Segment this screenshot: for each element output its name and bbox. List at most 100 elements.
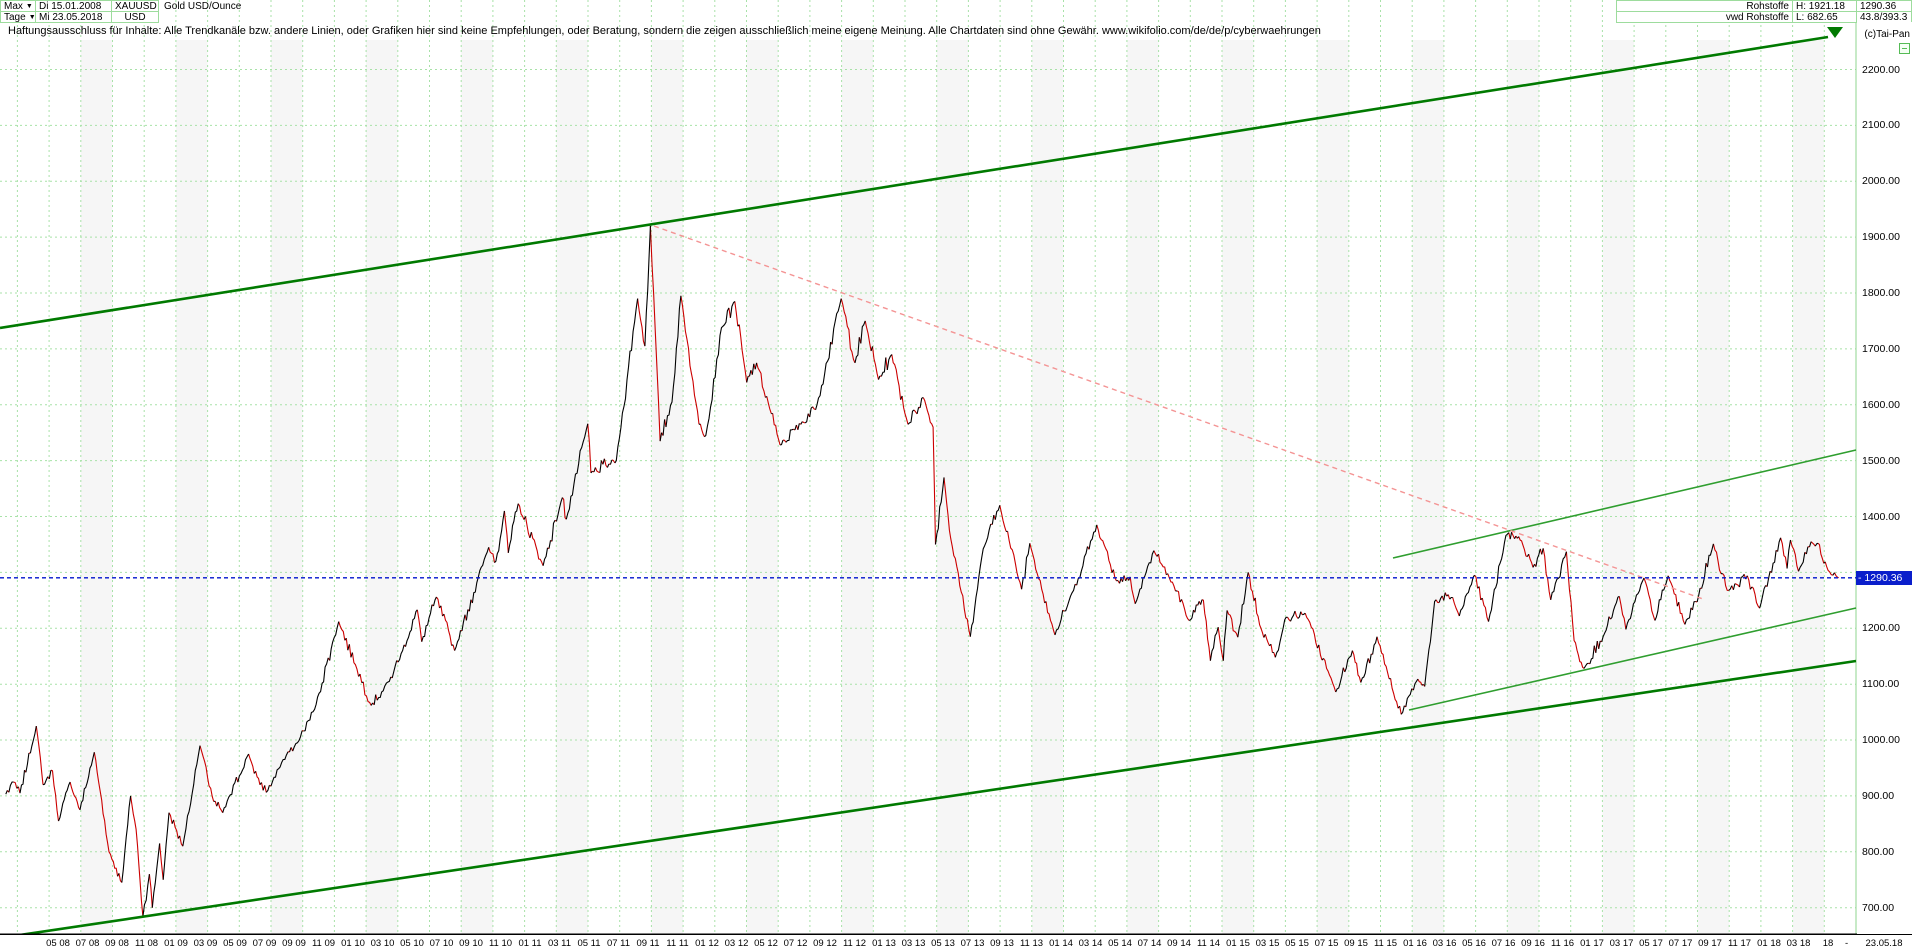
trendline-secondary-channel-lower[interactable] (1408, 607, 1857, 711)
y-axis-label: 1200.00 (1862, 622, 1900, 635)
x-axis-label: 11 17 (1727, 938, 1752, 949)
trendline-arrow-icon (1827, 27, 1843, 38)
x-axis-label: 07 15 (1314, 938, 1339, 949)
x-axis-label: 05 15 (1285, 938, 1309, 949)
y-axis-label: 1400.00 (1862, 510, 1900, 523)
x-axis-separator: - (1845, 938, 1849, 949)
time-axis-strip[interactable] (0, 935, 1912, 952)
x-axis-label: 07 16 (1491, 938, 1516, 949)
x-axis-label: 18 (1822, 938, 1834, 949)
date-to-field[interactable]: Mi 23.05.2018 (35, 11, 112, 23)
x-axis-label: 09 13 (990, 938, 1014, 949)
x-axis-end-date: 23.05.18 (1865, 938, 1903, 949)
symbol-value: XAUUSD (115, 1, 157, 12)
x-axis-label: 05 11 (577, 938, 601, 949)
x-axis-label: 11 09 (311, 938, 336, 949)
currency-field: USD (111, 11, 159, 23)
x-axis-label: 03 10 (370, 938, 395, 949)
copyright-label: (c)Tai-Pan (1864, 29, 1910, 40)
x-axis-label: 09 14 (1167, 938, 1191, 949)
x-axis-label: 09 16 (1521, 938, 1545, 949)
y-axis-label: 1700.00 (1862, 342, 1900, 355)
x-axis-label: 03 17 (1609, 938, 1634, 949)
trendline-primary-channel-lower[interactable] (0, 659, 1857, 940)
x-axis-label: 07 10 (429, 938, 454, 949)
x-axis-label: 09 12 (813, 938, 837, 949)
y-axis-label: 2000.00 (1862, 175, 1900, 188)
x-axis-label: 07 13 (960, 938, 985, 949)
y-axis-label: 2200.00 (1862, 63, 1900, 76)
last-price-value: 1290.36 (1860, 1, 1897, 12)
x-axis-label: 01 17 (1580, 938, 1604, 949)
x-axis-label: 05 08 (46, 938, 70, 949)
range-dropdown-label: Max (4, 1, 23, 12)
y-axis-label: 1600.00 (1862, 398, 1900, 411)
price-line-up-segments (5, 225, 1835, 917)
x-axis-label: 05 10 (400, 938, 424, 949)
x-axis-label: 05 14 (1108, 938, 1132, 949)
x-axis-label: 11 10 (488, 938, 513, 949)
y-axis-label: 1500.00 (1862, 454, 1900, 467)
y-axis-label: 2100.00 (1862, 119, 1900, 132)
x-axis-label: 05 09 (223, 938, 247, 949)
x-axis-label: 11 16 (1550, 938, 1575, 949)
y-axis-label: 900.00 (1862, 789, 1895, 802)
period-high-value: H: 1921.18 (1796, 1, 1845, 12)
source-cell: vwd Rohstoffe (1616, 11, 1793, 23)
x-axis-label: 01 13 (872, 938, 896, 949)
x-axis-label: 11 08 (134, 938, 159, 949)
y-axis-label: 1900.00 (1862, 231, 1900, 244)
trendline-secondary-channel-upper[interactable] (1392, 449, 1857, 559)
x-axis-label: 07 17 (1668, 938, 1693, 949)
x-axis-label: 09 08 (105, 938, 129, 949)
x-axis-label: 03 13 (901, 938, 926, 949)
x-axis-label: 09 15 (1344, 938, 1368, 949)
x-axis-label: 11 11 (666, 938, 689, 949)
y-axis-label: 1000.00 (1862, 734, 1900, 746)
trendline-primary-channel-upper[interactable] (0, 35, 1829, 330)
axis-tick: - (1858, 571, 1862, 584)
last-price-marker-value: 1290.36 (1864, 571, 1903, 584)
x-axis-label: 03 15 (1255, 938, 1280, 949)
x-axis-label: 09 10 (459, 938, 483, 949)
x-axis-label: 05 13 (931, 938, 955, 949)
x-axis-label: 07 12 (783, 938, 808, 949)
x-axis-label: 01 16 (1403, 938, 1427, 949)
x-axis-label: 03 12 (724, 938, 749, 949)
x-axis-label: 09 11 (636, 938, 660, 949)
x-axis-label: 07 14 (1137, 938, 1162, 949)
last-price-marker: - 1290.36 (1856, 570, 1912, 585)
date-to-value: Mi 23.05.2018 (39, 12, 103, 23)
change-value: 43.8/393.3 (1860, 12, 1908, 23)
price-line-down-segments (6, 225, 1839, 917)
chevron-down-icon: ▼ (25, 3, 33, 10)
instrument-title: Gold USD/Ounce (164, 1, 242, 12)
x-axis-label: 05 12 (754, 938, 778, 949)
chevron-down-icon: ▼ (28, 14, 36, 21)
x-axis-label: 09 17 (1698, 938, 1722, 949)
source-value: vwd Rohstoffe (1725, 12, 1789, 23)
x-axis-label: 05 17 (1639, 938, 1663, 949)
currency-value: USD (124, 12, 146, 23)
x-axis-label: 03 14 (1078, 938, 1103, 949)
x-axis-label: 01 09 (164, 938, 188, 949)
period-dropdown-label: Tage (4, 12, 26, 23)
price-axis-strip[interactable] (1857, 22, 1912, 934)
y-axis-label: 800.00 (1862, 845, 1895, 858)
period-low-cell: L: 682.65 (1792, 11, 1857, 23)
axis-settings-button[interactable] (1899, 43, 1910, 54)
x-axis-label: 03 16 (1432, 938, 1457, 949)
x-axis-label: 11 15 (1373, 938, 1398, 949)
trendline-downtrend-from-2011-high[interactable] (653, 225, 1704, 600)
period-dropdown[interactable]: Tage ▼ (0, 11, 36, 23)
x-axis-label: 01 14 (1049, 938, 1073, 949)
x-axis-label: 03 09 (193, 938, 218, 949)
x-axis-label: 01 18 (1757, 938, 1781, 949)
x-axis-label: 03 18 (1786, 938, 1811, 949)
x-axis-label: 11 14 (1196, 938, 1221, 949)
disclaimer-text: Haftungsausschluss für Inhalte: Alle Tre… (8, 25, 1321, 37)
x-axis-label: 07 08 (75, 938, 100, 949)
x-axis-label: 01 11 (518, 938, 542, 949)
x-axis-label: 01 10 (341, 938, 365, 949)
